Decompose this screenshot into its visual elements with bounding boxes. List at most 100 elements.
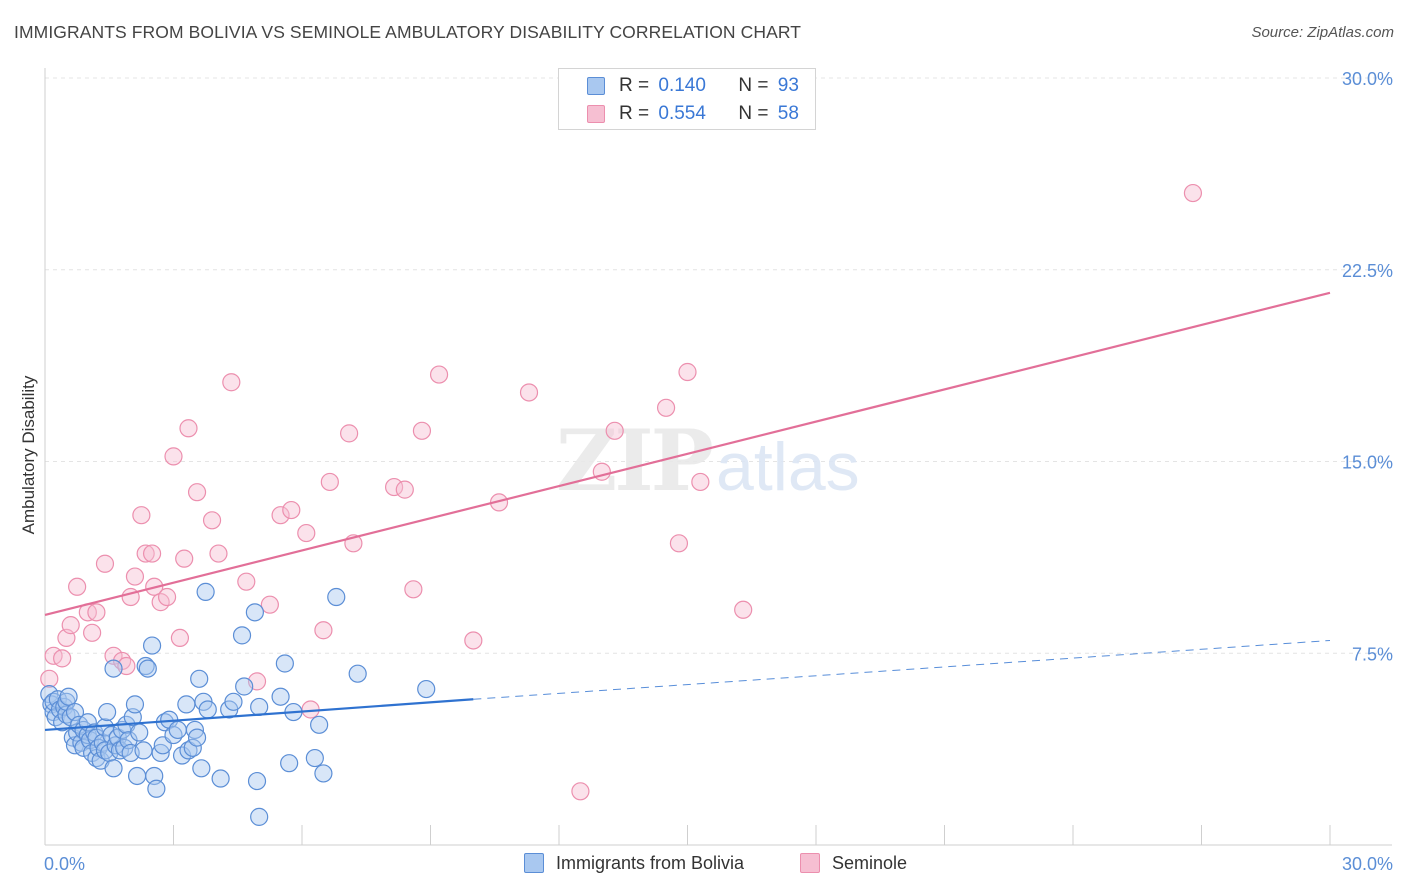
seminole-point: [340, 424, 359, 443]
bottom-swatch-bolivia: [524, 853, 544, 873]
chart-title: IMMIGRANTS FROM BOLIVIA VS SEMINOLE AMBU…: [14, 22, 802, 42]
seminole-point: [132, 506, 151, 525]
series-bolivia: [40, 582, 436, 826]
seminole-point: [464, 631, 483, 650]
y-tick-label: 15.0%: [1342, 453, 1393, 473]
seminole-point: [282, 500, 301, 520]
seminole-point: [412, 421, 432, 440]
bolivia-point: [271, 687, 290, 706]
seminole-point: [314, 621, 333, 640]
bolivia-point: [147, 779, 166, 798]
seminole-point: [656, 398, 676, 417]
bolivia-point: [104, 759, 123, 778]
x-tick-max: 30.0%: [1342, 854, 1393, 874]
seminole-point: [202, 511, 222, 530]
seminole-point: [125, 567, 145, 586]
seminole-point: [187, 483, 207, 502]
bolivia-point: [138, 659, 157, 678]
bolivia-point: [250, 807, 269, 826]
legend-swatch-bolivia: [587, 77, 605, 95]
gridlines: [45, 77, 1392, 654]
seminole-point: [136, 544, 155, 563]
legend-r-label: R =: [619, 75, 650, 96]
seminole-point: [222, 373, 241, 392]
seminole-point: [164, 447, 183, 466]
bolivia-point: [280, 754, 299, 773]
seminole-point: [68, 577, 87, 596]
legend-r-value: 0.140: [658, 75, 706, 96]
seminole-point: [175, 549, 194, 568]
axes: [44, 68, 1392, 846]
bolivia-point: [314, 764, 333, 783]
y-tick-labels: 7.5% 15.0% 22.5% 30.0%: [1342, 69, 1393, 664]
bottom-swatch-seminole: [800, 853, 820, 873]
source-credit: Source: ZipAtlas.com: [1251, 24, 1394, 41]
bolivia-point: [275, 654, 294, 673]
seminole-point: [170, 628, 190, 648]
bolivia-point: [348, 664, 367, 683]
seminole-point: [605, 421, 624, 440]
watermark-zip: ZIP: [556, 411, 713, 510]
seminole-point: [157, 587, 177, 607]
bolivia-point: [142, 636, 162, 655]
y-axis-title: Ambulatory Disability: [19, 375, 38, 534]
bolivia-point: [130, 723, 149, 742]
legend-r-value: 0.554: [658, 103, 706, 124]
bolivia-trend-line: [44, 698, 474, 732]
bolivia-point: [196, 582, 215, 601]
bolivia-point: [310, 715, 329, 734]
bolivia-point: [305, 748, 324, 768]
bolivia-point: [235, 677, 254, 696]
seminole-point: [142, 544, 162, 563]
bolivia-point: [247, 771, 267, 791]
seminole-point: [297, 523, 316, 543]
seminole-point: [395, 480, 414, 499]
seminole-point: [429, 365, 449, 384]
seminole-point: [104, 646, 123, 665]
y-tick-label: 30.0%: [1342, 69, 1393, 89]
seminole-point: [384, 477, 404, 497]
bolivia-point: [125, 695, 145, 714]
seminole-point: [571, 782, 590, 801]
seminole-trend-line: [44, 291, 1331, 616]
seminole-point: [209, 544, 228, 563]
bolivia-point: [417, 679, 436, 699]
bolivia-point: [104, 659, 123, 678]
legend-row-seminole: R = 0.554 N = 58: [587, 102, 799, 126]
seminole-point: [734, 600, 753, 619]
bottom-legend-seminole: Seminole: [800, 850, 907, 876]
y-tick-label: 22.5%: [1342, 261, 1393, 281]
bolivia-point: [232, 626, 252, 645]
seminole-point: [237, 572, 256, 591]
bolivia-point: [245, 603, 264, 622]
bolivia-trend-extension: [473, 639, 1331, 700]
seminole-point: [320, 472, 339, 492]
seminole-point: [271, 506, 290, 525]
bolivia-point: [187, 728, 207, 747]
seminole-point: [40, 669, 59, 688]
bolivia-point: [190, 669, 209, 688]
bolivia-point: [250, 697, 269, 717]
bolivia-point: [224, 692, 243, 711]
bolivia-point: [127, 766, 147, 786]
bolivia-point: [136, 656, 155, 676]
seminole-point: [95, 554, 115, 573]
bolivia-point: [327, 587, 346, 607]
bolivia-point: [98, 702, 117, 722]
legend-r-label: R =: [619, 103, 650, 124]
seminole-point: [404, 580, 423, 599]
x-tick-min: 0.0%: [44, 854, 85, 874]
y-tick-label: 7.5%: [1352, 644, 1393, 664]
seminole-point: [260, 595, 279, 614]
bolivia-point: [211, 769, 230, 788]
bolivia-point: [134, 741, 153, 760]
legend-n-value: 58: [777, 103, 799, 124]
legend-n-label: N =: [738, 103, 769, 124]
bolivia-point: [168, 720, 187, 740]
seminole-point: [678, 362, 697, 382]
bolivia-point: [198, 700, 217, 719]
bolivia-point: [192, 759, 211, 778]
trend-lines: [44, 291, 1331, 732]
watermark: ZIP atlas: [556, 411, 860, 510]
seminole-point: [87, 603, 106, 622]
